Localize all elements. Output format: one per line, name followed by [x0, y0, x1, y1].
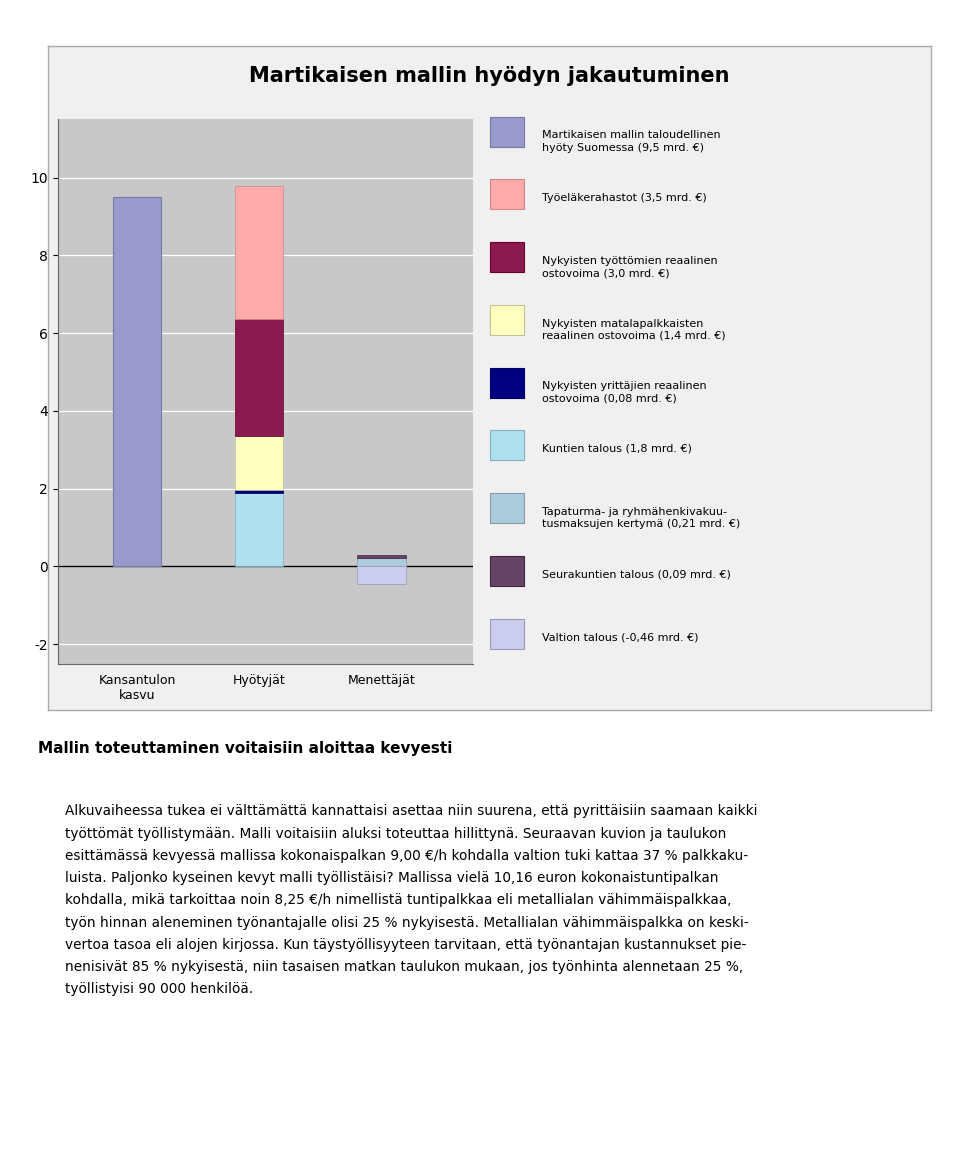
FancyBboxPatch shape — [490, 305, 524, 335]
Bar — [357, 555, 405, 559]
Bar — [234, 493, 283, 567]
Text: Valtion talous (-0,46 mrd. €): Valtion talous (-0,46 mrd. €) — [541, 632, 698, 642]
Bar — [112, 197, 161, 567]
Bar — [234, 320, 283, 436]
FancyBboxPatch shape — [490, 430, 524, 460]
FancyBboxPatch shape — [490, 493, 524, 523]
Text: Nykyisten työttömien reaalinen
ostovoima (3,0 mrd. €): Nykyisten työttömien reaalinen ostovoima… — [541, 256, 717, 278]
Bar — [234, 186, 283, 320]
FancyBboxPatch shape — [490, 368, 524, 398]
Text: Seurakuntien talous (0,09 mrd. €): Seurakuntien talous (0,09 mrd. €) — [541, 569, 731, 579]
FancyBboxPatch shape — [490, 180, 524, 209]
Text: Nykyisten yrittäjien reaalinen
ostovoima (0,08 mrd. €): Nykyisten yrittäjien reaalinen ostovoima… — [541, 381, 707, 404]
Text: Kuntien talous (1,8 mrd. €): Kuntien talous (1,8 mrd. €) — [541, 444, 691, 454]
Bar — [234, 490, 283, 493]
Bar — [234, 436, 283, 490]
Bar — [357, 559, 405, 567]
Text: Martikaisen mallin taloudellinen
hyöty Suomessa (9,5 mrd. €): Martikaisen mallin taloudellinen hyöty S… — [541, 130, 720, 152]
Text: Työeläkerahastot (3,5 mrd. €): Työeläkerahastot (3,5 mrd. €) — [541, 193, 707, 203]
FancyBboxPatch shape — [490, 619, 524, 649]
Bar — [357, 567, 405, 584]
FancyBboxPatch shape — [490, 242, 524, 272]
Text: Martikaisen mallin hyödyn jakautuminen: Martikaisen mallin hyödyn jakautuminen — [250, 66, 730, 87]
Text: Alkuvaiheessa tukea ei välttämättä kannattaisi asettaa niin suurena, että pyritt: Alkuvaiheessa tukea ei välttämättä kanna… — [65, 804, 757, 996]
Text: Tapaturma- ja ryhmähenkivakuu-
tusmaksujen kertymä (0,21 mrd. €): Tapaturma- ja ryhmähenkivakuu- tusmaksuj… — [541, 507, 740, 530]
Text: Nykyisten matalapalkkaisten
reaalinen ostovoima (1,4 mrd. €): Nykyisten matalapalkkaisten reaalinen os… — [541, 319, 725, 340]
FancyBboxPatch shape — [490, 556, 524, 586]
Text: Mallin toteuttaminen voitaisiin aloittaa kevyesti: Mallin toteuttaminen voitaisiin aloittaa… — [37, 741, 452, 756]
FancyBboxPatch shape — [490, 117, 524, 147]
